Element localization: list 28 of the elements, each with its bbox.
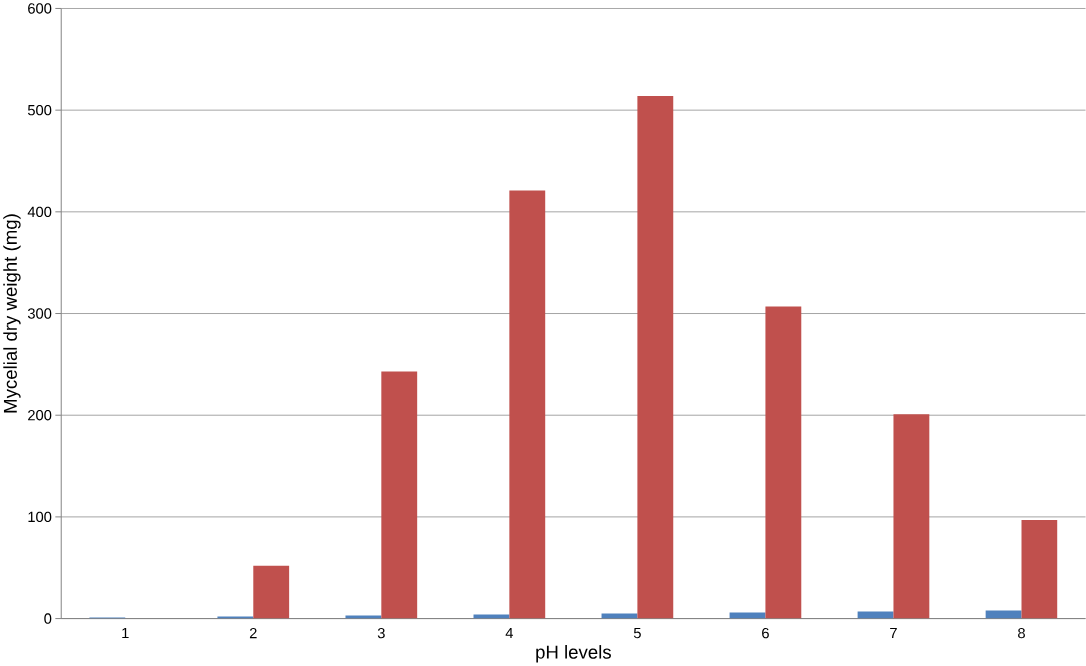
y-tick-label: 400 bbox=[27, 206, 52, 218]
x-tick-label: 8 bbox=[1018, 628, 1025, 639]
x-tick-label: 7 bbox=[890, 628, 897, 639]
y-tick-label: 600 bbox=[28, 3, 52, 14]
bar bbox=[637, 96, 674, 619]
bar bbox=[1021, 520, 1058, 619]
x-tick-label: 6 bbox=[762, 628, 769, 639]
bar bbox=[381, 371, 418, 619]
x-tick-label: 3 bbox=[377, 628, 385, 639]
y-axis-title: Mycelial dry weight (mg) bbox=[3, 214, 21, 413]
bar bbox=[857, 611, 894, 619]
bar bbox=[601, 613, 638, 619]
x-tick-label: 1 bbox=[122, 628, 129, 639]
bar bbox=[765, 306, 802, 619]
bar bbox=[253, 565, 290, 619]
bar bbox=[729, 612, 766, 619]
bar bbox=[509, 190, 546, 619]
y-tick-label: 100 bbox=[28, 511, 52, 523]
bar bbox=[893, 414, 930, 619]
y-tick-label: 300 bbox=[27, 308, 52, 319]
y-tick-label: 0 bbox=[44, 613, 52, 624]
y-tick-label: 200 bbox=[28, 410, 52, 421]
x-tick-label: 5 bbox=[633, 628, 641, 639]
x-axis-title: pH levels bbox=[536, 645, 611, 663]
bar bbox=[985, 610, 1022, 619]
y-tick-label: 500 bbox=[27, 105, 52, 116]
x-tick-label: 2 bbox=[249, 628, 257, 639]
x-tick-label: 4 bbox=[505, 628, 514, 639]
